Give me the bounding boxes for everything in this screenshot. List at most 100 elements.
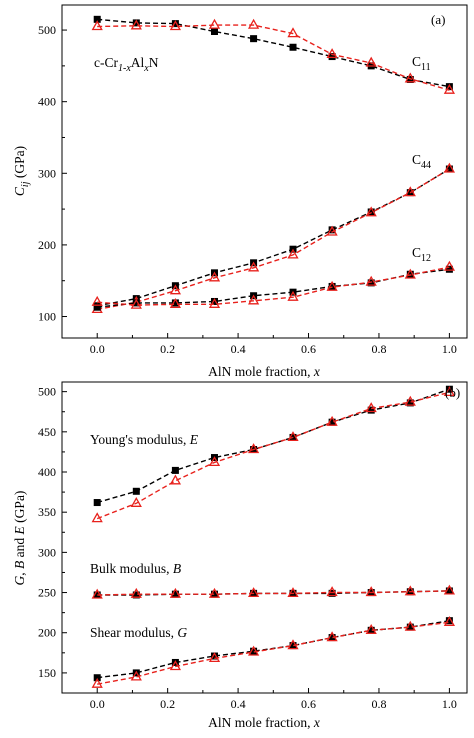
y-tick-label: 300 [38,545,56,559]
data-point-square [210,297,218,305]
data-point-triangle [287,248,299,259]
data-point-triangle [169,284,182,295]
x-tick-label: 1.0 [442,697,457,711]
panel-b-plot-frame [61,381,468,694]
data-point-square [93,674,101,682]
data-point-triangle [208,652,221,663]
data-point-square [328,589,336,597]
panel-b-y-label: G, B and E (GPa) [12,491,27,586]
data-point-triangle [247,18,260,29]
data-point-square [210,590,218,598]
series-b-triangle-line [97,590,450,596]
data-point-square [250,647,258,655]
data-point-triangle [208,271,221,282]
data-point-square [328,282,336,290]
data-point-square [210,652,218,660]
data-point-triangle [130,496,142,507]
panel-a-plot-frame [61,4,468,339]
series-c44-square-line [97,168,450,307]
data-point-triangle [365,206,377,217]
data-point-triangle [443,260,456,271]
series-e-triangle-line [96,391,450,520]
panel-b: 0.0 0.2 0.4 0.6 0.8 1.0 150 200 250 300 350 400 450… [12,381,468,730]
y-tick-label: 500 [38,23,56,37]
data-point-triangle [169,474,182,485]
data-point-triangle [326,280,338,291]
data-point-square [93,303,101,311]
c11-label: C11 [412,54,431,73]
c44-label: C44 [412,152,431,171]
data-point-triangle [326,415,338,426]
data-point-triangle [169,20,182,31]
data-point-triangle [130,19,142,30]
data-point-triangle [169,660,182,671]
data-point-triangle [443,386,456,397]
data-point-triangle [91,295,103,306]
data-point-triangle [404,72,416,83]
data-point-triangle [404,395,416,406]
data-point-triangle [247,587,260,598]
data-point-triangle [208,297,221,308]
series-c11-triangle-line [97,24,450,91]
data-point-triangle [287,431,299,442]
data-point-square [328,634,336,642]
x-tick-label: 0.4 [231,697,246,711]
data-point-triangle [404,186,416,197]
data-point-triangle [247,261,260,272]
y-tick-label: 200 [38,238,56,252]
data-point-square [367,279,375,287]
x-tick-label: 0.8 [371,697,386,711]
panel-b-label: (b) [445,385,460,400]
data-point-triangle [365,586,377,597]
data-point-triangle [404,268,416,279]
data-point-triangle [365,56,377,67]
data-point-triangle [130,587,142,598]
data-point-square [132,487,140,495]
data-point-square [289,642,297,650]
x-tick-label: 0.4 [231,342,246,356]
panel-b-x-label: AlN mole fraction, x [208,715,320,730]
y-tick-label: 450 [38,425,56,439]
data-point-square [171,20,179,28]
panel-a-x-ticks: 0.0 0.2 0.4 0.6 0.8 1.0 [90,333,457,356]
data-point-square [171,590,179,598]
data-point-triangle [287,290,299,301]
data-point-triangle [326,48,338,59]
data-point-triangle [91,512,103,523]
data-point-square [210,27,218,35]
data-point-triangle [443,83,456,94]
data-point-square [328,53,336,61]
data-point-square [328,418,336,426]
data-point-triangle [404,620,416,631]
data-point-square [93,15,101,23]
data-point-square [406,399,414,407]
y-tick-label: 150 [38,666,56,680]
data-point-square [171,466,179,474]
shear-modulus-label: Shear modulus, G [90,625,187,640]
data-point-square [445,165,453,173]
y-tick-label: 200 [38,626,56,640]
panel-a-y-ticks: 100 200 300 400 500 [38,23,67,324]
x-tick-label: 0.0 [90,697,105,711]
y-tick-label: 400 [38,95,56,109]
data-point-square [445,617,453,625]
data-point-triangle [247,645,260,656]
data-point-triangle [287,639,299,650]
data-point-triangle [287,587,299,598]
x-tick-label: 0.2 [160,697,175,711]
data-point-triangle [443,162,456,173]
data-point-triangle [365,402,377,413]
data-point-square [445,83,453,91]
panel-b-series [91,385,456,688]
data-point-triangle [287,27,299,38]
y-tick-label: 500 [38,385,56,399]
data-point-triangle [208,456,221,467]
data-point-square [250,35,258,43]
panel-a-x-label: AlN mole fraction, x [208,364,320,379]
x-tick-label: 0.0 [90,342,105,356]
panel-a-label: (a) [431,12,445,27]
series-c12-triangle-line [97,266,450,306]
data-point-triangle [247,294,260,305]
y-tick-label: 250 [38,586,56,600]
